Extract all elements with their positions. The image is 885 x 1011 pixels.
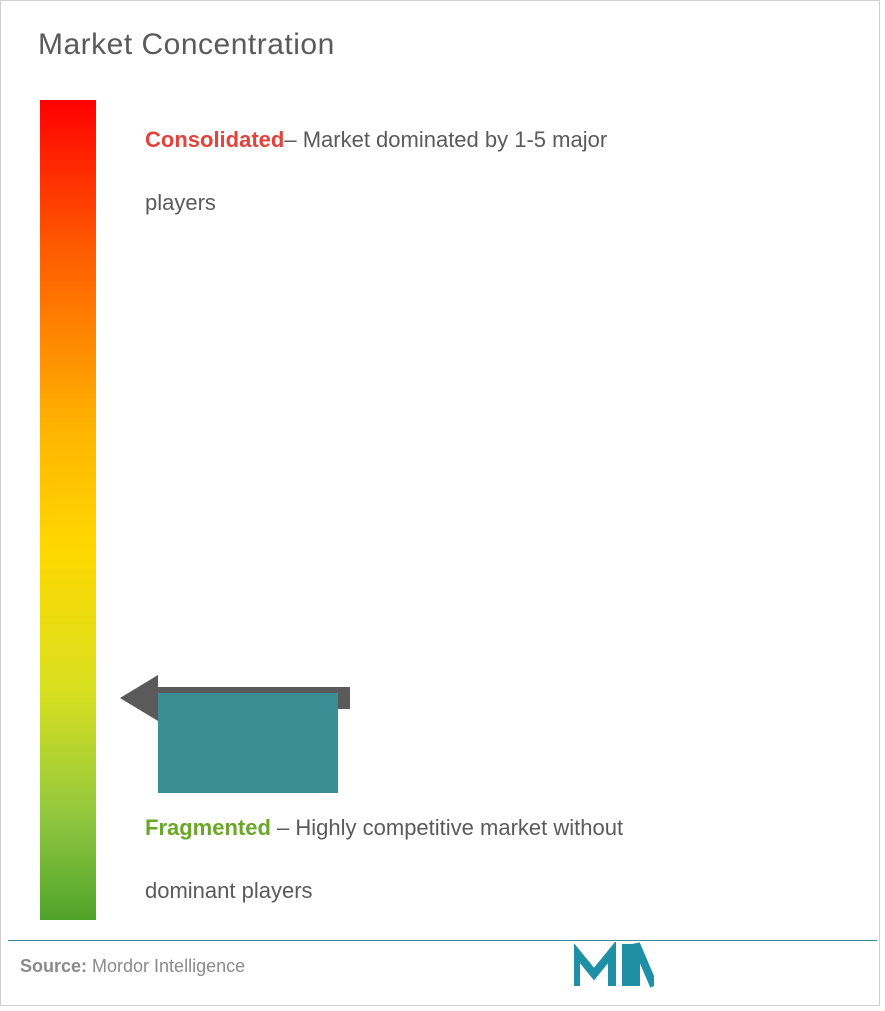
logo-icon — [574, 942, 654, 988]
consolidated-label-block: Consolidated– Market dominated by 1-5 ma… — [145, 122, 845, 220]
fragmented-desc-1: – Highly competitive market without — [271, 815, 623, 840]
page-title: Market Concentration — [38, 28, 335, 62]
mordor-logo — [574, 942, 654, 993]
fragmented-desc-2: dominant players — [145, 873, 845, 908]
gradient-bar-svg — [40, 100, 96, 920]
fragmented-label: Fragmented — [145, 815, 271, 840]
indicator-box — [158, 693, 338, 793]
fragmented-label-block: Fragmented – Highly competitive market w… — [145, 810, 845, 908]
consolidated-label: Consolidated — [145, 127, 284, 152]
source-value: Mordor Intelligence — [87, 956, 245, 976]
concentration-gradient-bar — [40, 100, 96, 920]
source-attribution: Source: Mordor Intelligence — [20, 956, 245, 977]
source-label: Source: — [20, 956, 87, 976]
consolidated-desc-2: players — [145, 185, 845, 220]
footer-divider — [8, 940, 877, 941]
consolidated-desc-1: – Market dominated by 1-5 major — [284, 127, 607, 152]
